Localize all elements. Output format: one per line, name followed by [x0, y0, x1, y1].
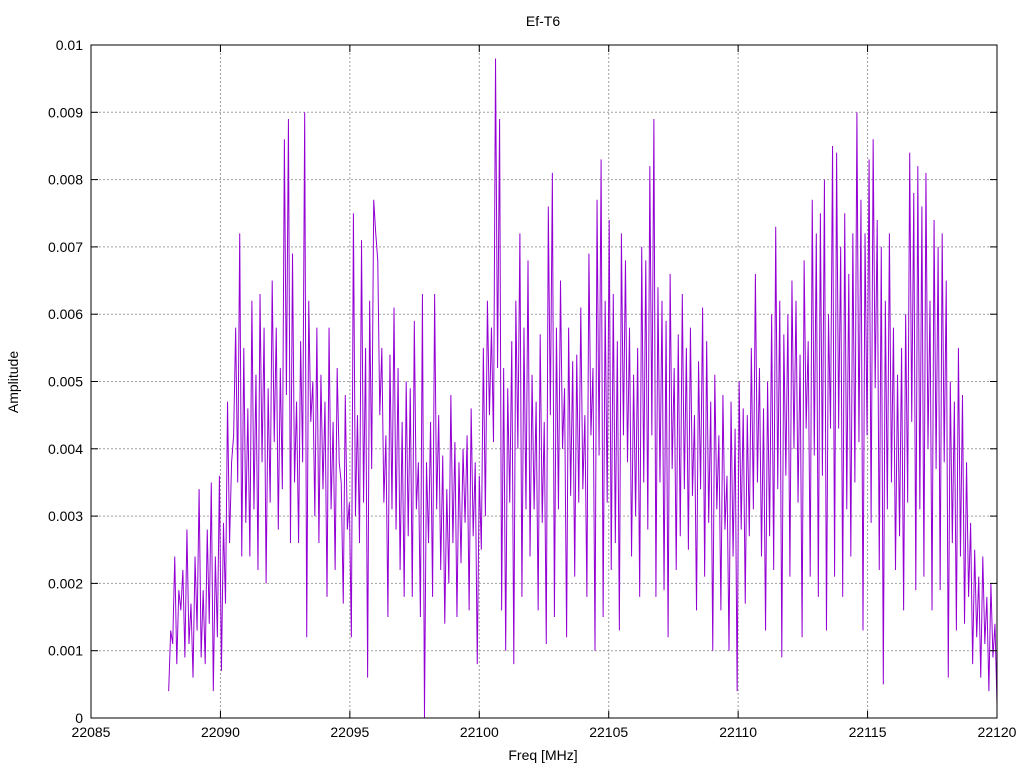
x-tick-label: 22115: [849, 724, 887, 740]
y-tick-label: 0.002: [48, 575, 83, 591]
y-tick-label: 0.001: [48, 643, 83, 659]
y-tick-label: 0.004: [48, 441, 83, 457]
series-line: [168, 58, 998, 719]
axis-ticks: [90, 44, 998, 719]
y-tick-label: 0.005: [48, 374, 83, 390]
y-tick-label: 0.003: [48, 508, 83, 524]
y-tick-label: 0.008: [48, 172, 83, 188]
x-tick-label: 22120: [978, 724, 1017, 740]
grid-lines: [91, 45, 997, 718]
y-axis-tick-labels: 0 0.001 0.002 0.003 0.004 0.005 0.006 0.007 0.00…: [48, 37, 83, 726]
x-tick-label: 22110: [719, 724, 757, 740]
y-tick-label: 0: [75, 710, 83, 726]
y-tick-label: 0.007: [48, 239, 83, 255]
y-tick-label: 0.009: [48, 104, 83, 120]
y-axis-label: Amplitude: [5, 351, 21, 413]
x-tick-label: 22105: [589, 724, 628, 740]
x-tick-label: 22085: [72, 724, 111, 740]
x-axis-tick-labels: 22085 22090 22095 22100 22105 22110 22115 22120: [72, 724, 1017, 740]
x-tick-label: 22090: [201, 724, 240, 740]
chart-title: Ef-T6: [526, 13, 560, 29]
x-axis-label: Freq [MHz]: [508, 747, 577, 763]
y-tick-label: 0.01: [56, 37, 83, 53]
x-tick-label: 22100: [460, 724, 499, 740]
x-tick-label: 22095: [330, 724, 369, 740]
series-layer: [168, 58, 998, 719]
y-tick-label: 0.006: [48, 306, 83, 322]
